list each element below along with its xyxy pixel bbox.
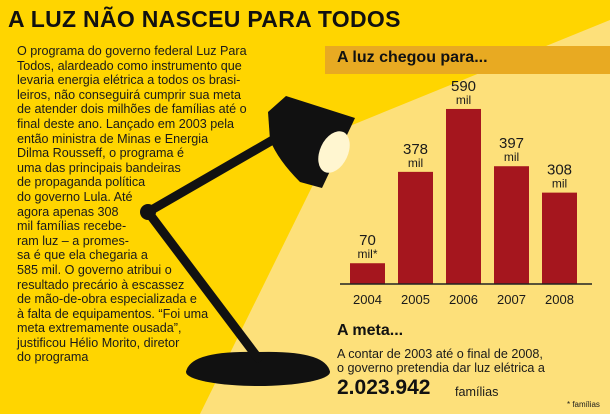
article-line: Dilma Rousseff, o programa é (17, 146, 185, 161)
article-line: Todos, alardeado como instrumento que (17, 58, 242, 73)
article-line: leiros, não conseguirá cumprir sua meta (17, 87, 241, 102)
unit-label: mil (456, 93, 471, 107)
bar (398, 171, 433, 284)
headline: A LUZ NÃO NASCEU PARA TODOS (8, 6, 401, 32)
lamp-upper-arm (143, 125, 295, 217)
article-line: então ministra de Minas e Energia (17, 131, 209, 146)
meta-unit: famílias (455, 385, 499, 399)
bar (494, 166, 529, 284)
meta-line-1: A contar de 2003 até o final de 2008, (337, 347, 543, 361)
article-line: 585 mil. O governo atribui o (17, 262, 172, 277)
value-label: 70 (359, 232, 376, 249)
lamp-joint (140, 204, 156, 220)
lamp-bulb (318, 131, 350, 173)
article-line: uma das principais bandeiras (17, 160, 181, 175)
chart-title: A luz chegou para... (337, 49, 488, 66)
article-line: do governo Lula. Até (17, 189, 133, 204)
article-line: ram luz – a promes- (17, 233, 129, 248)
unit-label: mil* (358, 247, 378, 261)
article-line: de propaganda política (17, 175, 146, 190)
article-line: final deste ano. Lançado em 2003 pela (17, 116, 235, 131)
lamp-head (268, 96, 355, 188)
article-line: mil famílias recebe- (17, 219, 127, 234)
unit-label: mil (504, 150, 519, 164)
meta-line-2: o governo pretendia dar luz elétrica a (337, 361, 545, 375)
footnote: * famílias (567, 400, 600, 409)
bar (542, 192, 577, 284)
article-line: do programa (17, 350, 89, 365)
meta-number: 2.023.942 (337, 376, 431, 399)
category-label: 2008 (545, 292, 574, 307)
category-label: 2006 (449, 292, 478, 307)
chart-header-band (325, 46, 610, 74)
article-line: resultado precário à escassez (17, 277, 185, 292)
article-line: à falta de equipamentos. “Foi uma (17, 306, 209, 321)
bar (446, 108, 481, 284)
value-label: 378 (403, 141, 428, 158)
value-label: 590 (451, 78, 476, 95)
article-line: meta extremamente ousada”, (17, 321, 182, 336)
article-line: justificou Hélio Morito, diretor (17, 335, 180, 350)
article-line: de atender dois milhões de famílias até … (17, 102, 247, 117)
value-label: 397 (499, 135, 524, 152)
article-line: levaria energia elétrica a todos os bras… (17, 73, 241, 88)
unit-label: mil (552, 177, 567, 191)
article-line: sa é que ela chegaria a (17, 248, 148, 263)
article-line: de mão-de-obra especializada e (17, 292, 197, 307)
value-label: 308 (547, 162, 572, 179)
bar (350, 263, 385, 284)
article-line: agora apenas 308 (17, 204, 119, 219)
article-line: O programa do governo federal Luz Para (17, 44, 247, 58)
category-label: 2004 (353, 292, 382, 307)
unit-label: mil (408, 156, 423, 170)
category-label: 2007 (497, 292, 526, 307)
article-text: O programa do governo federal Luz Para To… (17, 44, 252, 365)
meta-title: A meta... (337, 322, 404, 339)
category-label: 2005 (401, 292, 430, 307)
lamp-lower-arm (143, 207, 263, 363)
